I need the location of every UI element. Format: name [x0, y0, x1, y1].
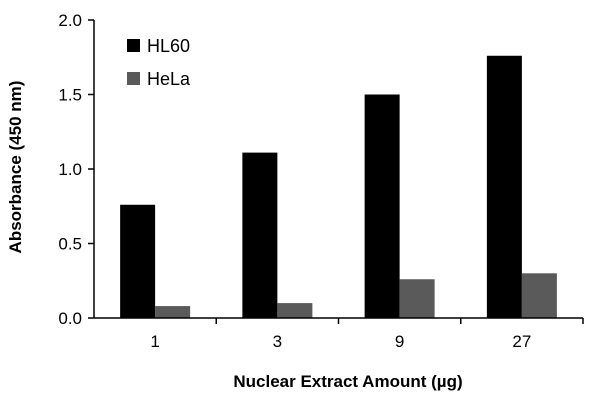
bar-hl60-1 — [120, 204, 156, 318]
bar-hela-27 — [521, 273, 557, 318]
y-axis-ticks: 0.0 0.5 1.0 1.5 2.0 — [58, 11, 94, 328]
x-axis-ticks: 1 3 9 27 — [150, 318, 584, 351]
bar-hela-1 — [155, 306, 191, 318]
x-tick-label: 1 — [150, 332, 159, 351]
bar-hela-3 — [277, 303, 313, 318]
y-tick-label: 1.5 — [58, 86, 82, 105]
y-tick-label: 0.0 — [58, 309, 82, 328]
y-tick-label: 2.0 — [58, 11, 82, 30]
bar-hl60-9 — [364, 94, 400, 318]
y-axis-title: Absorbance (450 nm) — [6, 81, 25, 254]
x-tick-label: 3 — [273, 332, 282, 351]
x-tick-label: 27 — [512, 332, 531, 351]
x-tick-label: 9 — [395, 332, 404, 351]
bar-hl60-3 — [242, 152, 278, 318]
y-tick-label: 0.5 — [58, 235, 82, 254]
legend-swatch-hl60 — [127, 39, 140, 52]
y-tick-label: 1.0 — [58, 160, 82, 179]
legend: HL60 HeLa — [127, 36, 191, 89]
x-axis-title: Nuclear Extract Amount (µg) — [233, 372, 462, 391]
bars — [120, 55, 557, 318]
bar-hela-9 — [399, 279, 435, 318]
legend-label-hl60: HL60 — [147, 36, 190, 56]
legend-swatch-hela — [127, 72, 140, 85]
bar-hl60-27 — [486, 55, 522, 318]
legend-label-hela: HeLa — [147, 69, 191, 89]
